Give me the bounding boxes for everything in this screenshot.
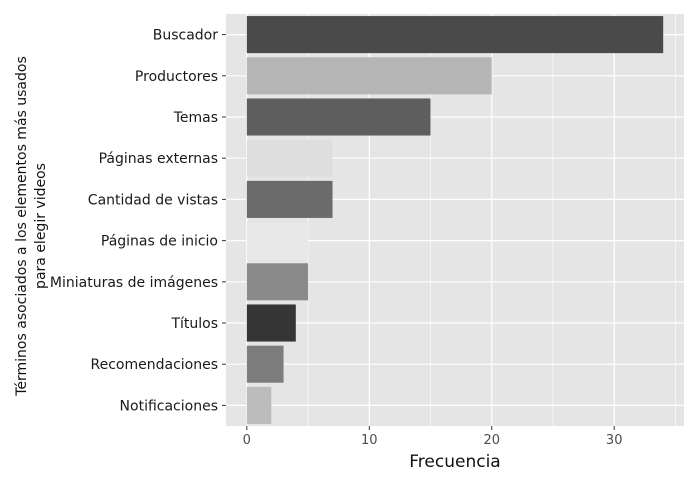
y-tick-label: Páginas de inicio [101,234,218,250]
y-axis-title: Términos asociados a los elementos más u… [14,56,49,397]
bar [246,263,309,301]
bar [246,98,431,136]
bar [246,139,333,177]
x-axis-title: Frecuencia [409,452,500,472]
y-tick-label: Temas [173,110,218,126]
bars [246,16,664,424]
y-axis-title-line-1: Términos asociados a los elementos más u… [14,56,30,397]
x-tick-label: 30 [606,433,623,448]
y-tick-label: Cantidad de vistas [88,192,218,208]
bar [246,345,284,383]
bar [246,222,309,260]
bar [246,180,333,218]
y-tick-label: Buscador [153,28,219,44]
y-tick-label: Títulos [170,316,218,332]
bar [246,16,664,54]
x-tick-label: 0 [243,433,251,448]
y-tick-label: Recomendaciones [91,357,219,373]
bar [246,304,296,342]
x-tick-label: 10 [361,433,378,448]
bar [246,57,492,95]
x-axis-ticks: 0 10 20 30 [243,426,623,448]
bar [246,386,272,424]
y-tick-label: Productores [135,69,218,85]
y-axis-ticks: Buscador Productores Temas Páginas externas… [50,28,226,414]
y-axis-title-line-2: para elegir videos [33,163,49,289]
y-tick-label: Miniaturas de imágenes [50,275,218,291]
x-tick-label: 20 [483,433,500,448]
y-tick-label: Páginas externas [99,151,218,167]
y-tick-label: Notificaciones [120,398,218,414]
